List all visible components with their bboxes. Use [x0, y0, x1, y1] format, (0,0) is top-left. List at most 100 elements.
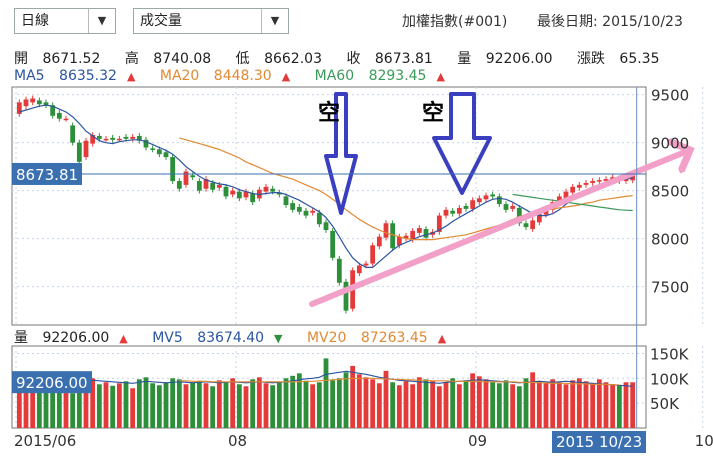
- candle-body: [236, 191, 242, 199]
- arrow1-label: 空: [318, 100, 340, 126]
- candle-body: [130, 136, 136, 139]
- chevron-down-icon[interactable]: ▼: [261, 9, 288, 33]
- volume-bar: [510, 384, 516, 428]
- last-date-tag: [552, 431, 646, 453]
- candle-body: [276, 192, 282, 195]
- low-label: 低: [235, 51, 250, 67]
- vol-label: 量: [14, 330, 28, 346]
- candle-body: [330, 230, 336, 258]
- volume-legend: 量 92206.00 ▲ MV5 83674.40 ▼ MV20 87263.45 ▲: [14, 327, 466, 347]
- indicator-select[interactable]: 成交量 ▼: [133, 8, 289, 34]
- candle-body: [196, 181, 202, 191]
- volume-bar: [230, 378, 236, 428]
- volume-bar: [476, 376, 482, 428]
- volume-bar: [403, 381, 409, 428]
- volume-bar: [96, 384, 102, 428]
- candle-body: [336, 258, 342, 283]
- indicator-select-value: 成交量: [140, 13, 182, 29]
- volume-bar: [316, 382, 322, 428]
- x-tick-label: 10: [695, 432, 713, 450]
- volume-bar: [603, 382, 609, 428]
- volume-bar: [310, 384, 316, 428]
- candle-body: [536, 213, 542, 223]
- candle-body: [483, 195, 489, 200]
- candle-body: [356, 265, 362, 274]
- change-value: 65.35: [619, 51, 660, 67]
- candle-body: [310, 210, 316, 213]
- candle-body: [76, 142, 82, 162]
- candle-body: [323, 222, 329, 230]
- volume-bar: [336, 378, 342, 428]
- volume-bar: [63, 387, 69, 428]
- volume-bar: [116, 383, 122, 428]
- volume-bar: [43, 384, 49, 428]
- blue-down-arrow: [324, 92, 358, 215]
- volume-bar: [570, 380, 576, 428]
- volume-bar: [83, 380, 89, 428]
- volume-bar: [610, 384, 616, 428]
- up-triangle-icon: ▲: [119, 332, 128, 345]
- high-label: 高: [124, 51, 139, 67]
- up-triangle-icon: ▲: [437, 332, 447, 345]
- current-price-tag-label: 8673.81: [16, 166, 78, 184]
- candle-body: [243, 191, 249, 198]
- volume-bar: [216, 380, 222, 428]
- candle-body: [90, 134, 96, 144]
- candle-body: [43, 102, 49, 106]
- candle-body: [250, 193, 256, 203]
- down-triangle-icon: ▼: [274, 332, 283, 345]
- volume-bar: [456, 384, 462, 428]
- volume-bar: [303, 380, 309, 428]
- volume-bar: [630, 382, 636, 428]
- volume-bar: [550, 379, 556, 428]
- volume-bar: [596, 379, 602, 428]
- period-select[interactable]: 日線 ▼: [14, 8, 116, 34]
- volume-bar: [450, 378, 456, 428]
- candle-body: [30, 98, 36, 103]
- candle-body: [490, 194, 496, 197]
- mv5-value: 83674.40: [197, 330, 265, 346]
- volume-bar: [170, 378, 176, 428]
- volume-bar: [190, 382, 196, 428]
- ma60-label: MA60: [314, 68, 355, 84]
- volume-bar: [70, 393, 76, 428]
- volume-value: 92206.00: [485, 51, 553, 67]
- candle-body: [210, 182, 216, 190]
- price-tick-label: 9500: [651, 87, 689, 105]
- candle-body: [23, 99, 29, 107]
- candle-body: [83, 140, 89, 158]
- volume-bar: [376, 383, 382, 428]
- x-tick-label: 08: [228, 432, 247, 450]
- candle-body: [203, 179, 209, 189]
- volume-bar: [290, 375, 296, 428]
- candle-body: [263, 186, 269, 192]
- candle-body: [563, 191, 569, 199]
- volume-bar: [123, 381, 129, 428]
- volume-bar: [243, 386, 249, 428]
- candle-body: [123, 136, 129, 139]
- candle-body: [136, 135, 142, 141]
- volume-bar: [223, 382, 229, 428]
- candle-body: [290, 203, 296, 210]
- ma5-label: MA5: [14, 68, 45, 84]
- candle-body: [296, 206, 302, 212]
- candle-body: [343, 281, 349, 311]
- candle-body: [390, 223, 396, 249]
- volume-bar: [383, 370, 389, 428]
- candle-body: [63, 118, 69, 121]
- open-value: 8671.52: [42, 51, 101, 67]
- volume-bar: [390, 382, 396, 428]
- close-label: 收: [346, 51, 361, 67]
- volume-bar: [276, 382, 282, 428]
- candle-body: [216, 184, 222, 188]
- close-value: 8673.81: [374, 51, 433, 67]
- candle-body: [156, 149, 162, 155]
- chevron-down-icon[interactable]: ▼: [88, 9, 115, 33]
- volume-bar: [150, 383, 156, 428]
- up-triangle-icon: ▲: [436, 70, 445, 83]
- volume-bar: [623, 382, 629, 428]
- candle-body: [530, 220, 536, 230]
- volume-bar: [410, 384, 416, 428]
- volume-tick-label: 50K: [650, 395, 680, 413]
